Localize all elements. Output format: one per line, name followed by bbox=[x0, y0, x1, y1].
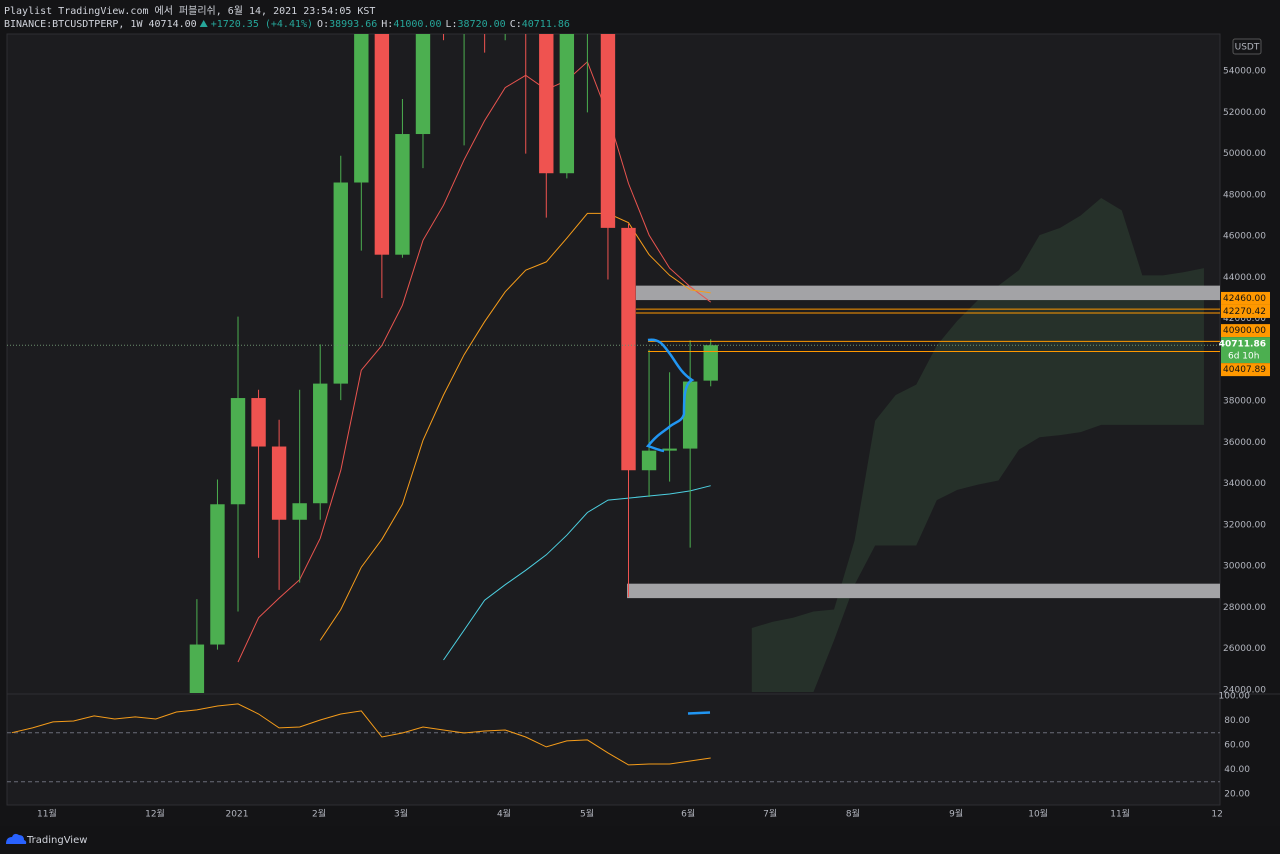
candle-body bbox=[354, 34, 369, 183]
price-tag-label: 40407.89 bbox=[1223, 365, 1266, 375]
y-tick-label: 48000.00 bbox=[1223, 190, 1266, 200]
drawing bbox=[687, 711, 711, 715]
price-tag bbox=[1221, 324, 1270, 338]
candle-body bbox=[395, 134, 410, 255]
moving-average bbox=[443, 485, 711, 661]
ohlc-label: C: bbox=[510, 19, 522, 30]
candle-body bbox=[374, 34, 390, 255]
candle-body bbox=[210, 504, 225, 645]
x-tick-label: 12월 bbox=[145, 808, 165, 820]
x-tick-label: 3월 bbox=[394, 808, 408, 820]
price-tag bbox=[1221, 291, 1270, 305]
price-tag-label: 42270.42 bbox=[1223, 307, 1266, 317]
y-tick-label: 26000.00 bbox=[1223, 644, 1266, 654]
y-tick-label: 46000.00 bbox=[1223, 232, 1266, 242]
unit: USDT bbox=[1235, 43, 1260, 53]
ohlc-label: O: bbox=[317, 19, 329, 30]
y-tick-label: 28000.00 bbox=[1223, 603, 1266, 613]
price-tag-label: 42460.00 bbox=[1223, 294, 1266, 304]
x-tick-label: 11월 bbox=[1110, 808, 1130, 820]
candle-body bbox=[600, 34, 616, 228]
candle-body bbox=[292, 503, 307, 520]
candle-body bbox=[641, 450, 657, 471]
symbol: BINANCE:BTCUSDTPERP, 1W bbox=[4, 19, 143, 30]
drawing bbox=[645, 338, 695, 453]
change: +1720.35 (+4.41%) bbox=[211, 19, 313, 30]
y-tick-label: 30000.00 bbox=[1223, 562, 1266, 572]
y-tick-label: 38000.00 bbox=[1223, 397, 1266, 407]
candle-body bbox=[662, 448, 677, 451]
ohlc-value: 38720.00 bbox=[458, 19, 506, 30]
x-tick-label: 2월 bbox=[312, 808, 326, 820]
moving-average bbox=[237, 60, 712, 663]
ohlc-value: 41000.00 bbox=[393, 19, 441, 30]
countdown: 6d 10h bbox=[1228, 352, 1259, 362]
candle-body bbox=[333, 182, 348, 384]
y-tick-label: 44000.00 bbox=[1223, 273, 1266, 283]
ohlc-value: 40711.86 bbox=[522, 19, 570, 30]
candle-body bbox=[682, 381, 698, 449]
candle-body bbox=[313, 383, 328, 504]
ohlc-label: H: bbox=[381, 19, 393, 30]
candle-body bbox=[189, 644, 205, 693]
y-tick-label: 34000.00 bbox=[1223, 479, 1266, 489]
price-tag-label: 40711.86 bbox=[1219, 340, 1266, 350]
zone bbox=[635, 285, 1220, 301]
ohlc-label: L: bbox=[445, 19, 457, 30]
price-tag bbox=[1221, 363, 1270, 377]
x-tick-label: 12 bbox=[1211, 810, 1222, 820]
candle-body bbox=[539, 34, 554, 174]
rsi-pane bbox=[7, 703, 1220, 783]
y-tick-label: 36000.00 bbox=[1223, 438, 1266, 448]
logo bbox=[6, 833, 27, 844]
price-tag bbox=[1221, 304, 1270, 318]
candle-body bbox=[251, 398, 266, 447]
price-pane bbox=[7, 34, 1220, 693]
y-tick-label: 52000.00 bbox=[1223, 108, 1266, 118]
y-tick-label: 50000.00 bbox=[1223, 149, 1266, 159]
x-tick-label: 6월 bbox=[681, 808, 695, 820]
candle-body bbox=[621, 227, 636, 471]
unit-box bbox=[1232, 38, 1262, 55]
y-tick-label: 54000.00 bbox=[1223, 67, 1266, 77]
brand: TradingView bbox=[26, 835, 87, 846]
y-tick-label: 100.00 bbox=[1219, 691, 1251, 701]
zone bbox=[627, 583, 1220, 599]
x-tick-label: 7월 bbox=[763, 808, 777, 820]
rsi-line bbox=[11, 703, 711, 766]
x-tick-label: 5월 bbox=[580, 808, 594, 820]
symbol-info: BINANCE:BTCUSDTPERP, 1W 40714.00 +1720.35… bbox=[4, 19, 570, 30]
last: 40714.00 bbox=[149, 19, 197, 30]
candle-body bbox=[559, 34, 575, 174]
cloud bbox=[751, 197, 1204, 692]
y-tick-label: 42000.00 bbox=[1223, 314, 1266, 324]
y-tick-label: 80.00 bbox=[1224, 716, 1250, 726]
x-tick-label: 9월 bbox=[949, 808, 963, 820]
x-tick-label: 2021 bbox=[226, 810, 249, 820]
x-tick-label: 8월 bbox=[846, 808, 860, 820]
price-tag-label: 40900.00 bbox=[1223, 326, 1266, 336]
y-tick-label: 60.00 bbox=[1224, 740, 1250, 750]
y-tick-label: 20.00 bbox=[1224, 789, 1250, 799]
axes: 24000.00 26000.00 28000.00 30000.00 32000.00… bbox=[37, 67, 1270, 820]
price-tag bbox=[1221, 337, 1270, 364]
x-tick-label: 4월 bbox=[497, 808, 511, 820]
moving-average bbox=[319, 212, 711, 641]
footer-bar bbox=[0, 826, 1280, 854]
candle-body bbox=[415, 34, 431, 135]
ohlc-value: 38993.66 bbox=[329, 19, 377, 30]
candle-body bbox=[230, 398, 246, 505]
candle-body bbox=[271, 446, 287, 520]
y-tick-label: 32000.00 bbox=[1223, 520, 1266, 530]
publish-info: Playlist TradingView.com 에서 퍼블리쉬, 6월 14,… bbox=[4, 5, 375, 17]
y-tick-label: 24000.00 bbox=[1223, 685, 1266, 695]
candle-body bbox=[703, 345, 718, 381]
x-tick-label: 11월 bbox=[37, 808, 57, 820]
x-tick-label: 10월 bbox=[1028, 808, 1048, 820]
y-tick-label: 40.00 bbox=[1224, 765, 1250, 775]
up-arrow bbox=[199, 20, 208, 27]
